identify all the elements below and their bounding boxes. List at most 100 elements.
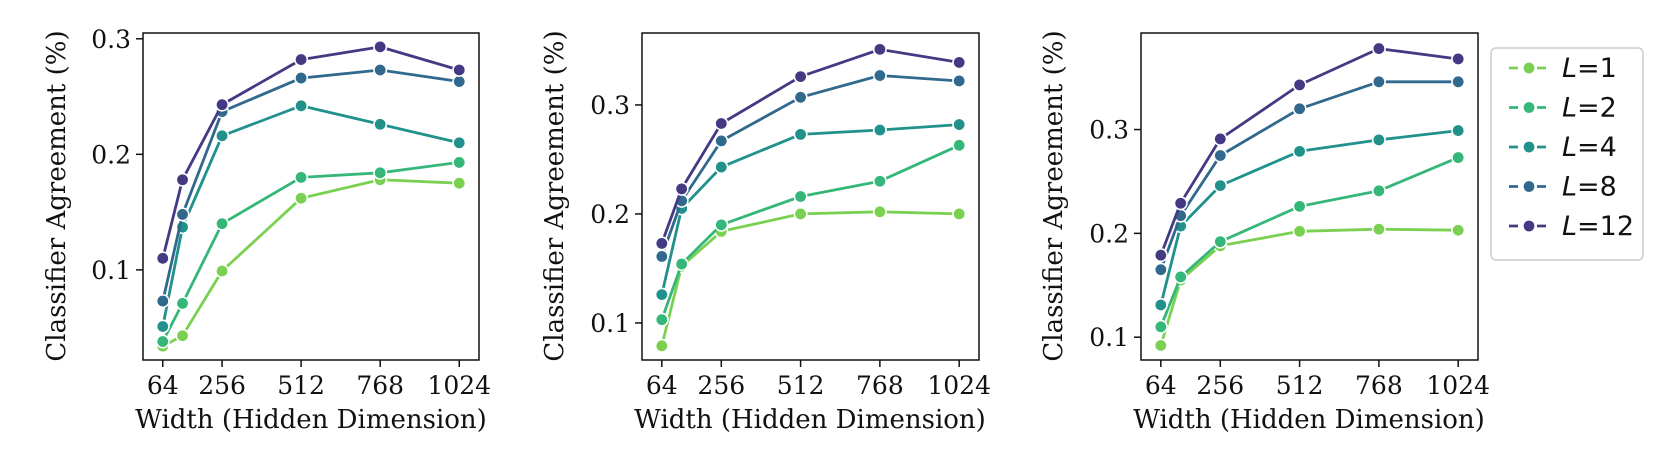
series-line xyxy=(161,45,461,260)
data-point xyxy=(654,312,669,327)
data-point xyxy=(452,155,467,170)
legend-variable: L xyxy=(1562,132,1577,163)
data-point xyxy=(1451,123,1466,138)
legend-value: =4 xyxy=(1577,132,1617,163)
legend-label: L=8 xyxy=(1562,172,1617,203)
data-point xyxy=(1173,269,1188,284)
series-line xyxy=(1159,156,1460,329)
data-point xyxy=(452,176,467,191)
plot-content-2: 64 256 512 768 1024 0.1 0.2 0.3 xyxy=(590,42,991,400)
data-point xyxy=(952,73,967,88)
series-line xyxy=(660,48,961,245)
data-point xyxy=(793,206,808,221)
data-point xyxy=(1371,222,1386,237)
y-tick-label: 0.3 xyxy=(91,25,131,54)
data-point xyxy=(952,117,967,132)
data-point xyxy=(294,191,309,206)
legend-marker xyxy=(1522,219,1537,234)
data-point xyxy=(175,207,190,222)
x-axis-label-2: Width (Hidden Dimension) xyxy=(634,405,986,435)
data-point xyxy=(1371,74,1386,89)
series-line xyxy=(161,160,461,343)
series-line xyxy=(1159,80,1460,272)
data-point xyxy=(1153,262,1168,277)
legend-marker xyxy=(1522,60,1537,75)
x-tick-label: 64 xyxy=(1145,371,1177,400)
legend-variable: L xyxy=(1562,93,1577,124)
legend-label: L=12 xyxy=(1562,211,1634,242)
legend-items: L=1L=2L=4L=8L=12 xyxy=(1509,53,1634,242)
x-tick-label: 512 xyxy=(277,371,325,400)
plot-content-1: 64 256 512 768 1024 0.1 0.2 0.3 xyxy=(91,25,491,400)
x-tick-label: 512 xyxy=(1276,371,1324,400)
data-point xyxy=(674,257,689,272)
legend-label: L=2 xyxy=(1562,93,1617,124)
data-point xyxy=(1371,41,1386,56)
y-tick-label: 0.1 xyxy=(91,256,131,285)
data-point xyxy=(215,97,230,112)
series-line xyxy=(161,178,461,348)
data-point xyxy=(155,294,170,309)
x-tick-label: 1024 xyxy=(1426,371,1490,400)
data-point xyxy=(215,264,230,279)
x-tick-label: 768 xyxy=(1355,371,1403,400)
series-line xyxy=(660,210,961,348)
legend-variable: L xyxy=(1562,53,1577,84)
legend-label: L=1 xyxy=(1562,53,1617,84)
series-line xyxy=(1159,47,1460,257)
data-point xyxy=(952,138,967,153)
x-tick-label: 1024 xyxy=(427,371,491,400)
legend: L=1L=2L=4L=8L=12 xyxy=(1490,47,1644,261)
data-point xyxy=(175,172,190,187)
data-point xyxy=(872,42,887,57)
y-tick-label: 0.3 xyxy=(1089,116,1129,145)
x-tick-label: 256 xyxy=(697,371,745,400)
x-tick-label: 64 xyxy=(646,371,678,400)
plot-area-1 xyxy=(142,32,480,361)
y-axis-label-2: Classifier Agreement (%) xyxy=(540,30,570,361)
legend-label: L=4 xyxy=(1562,132,1617,163)
data-point xyxy=(215,216,230,231)
data-point xyxy=(1292,224,1307,239)
data-point xyxy=(952,206,967,221)
series-line xyxy=(1159,227,1460,347)
y-axis-label-3: Classifier Agreement (%) xyxy=(1039,30,1069,361)
data-point xyxy=(952,55,967,70)
data-point xyxy=(654,249,669,264)
data-point xyxy=(155,251,170,266)
data-point xyxy=(373,39,388,54)
x-axis-label-3: Width (Hidden Dimension) xyxy=(1133,405,1485,435)
data-point xyxy=(714,160,729,175)
y-tick-label: 0.2 xyxy=(590,200,630,229)
chart-panel-2: Width (Hidden Dimension) Classifier Agre… xyxy=(540,30,991,435)
data-point xyxy=(1451,150,1466,165)
legend-variable: L xyxy=(1562,172,1577,203)
data-point xyxy=(1213,131,1228,146)
data-point xyxy=(1292,77,1307,92)
plot-area-2 xyxy=(641,32,980,361)
data-point xyxy=(674,181,689,196)
data-point xyxy=(1173,196,1188,211)
data-point xyxy=(654,287,669,302)
data-point xyxy=(1153,338,1168,353)
y-tick-label: 0.1 xyxy=(590,309,630,338)
x-tick-label: 768 xyxy=(856,371,904,400)
data-point xyxy=(872,204,887,219)
series-line xyxy=(660,143,961,322)
legend-marker xyxy=(1522,140,1537,155)
y-tick-label: 0.2 xyxy=(91,140,131,169)
legend-value: =2 xyxy=(1577,93,1617,124)
plot-content-3: 64 256 512 768 1024 0.1 0.2 0.3 xyxy=(1089,41,1490,400)
series-line xyxy=(161,68,461,303)
data-point xyxy=(175,296,190,311)
x-tick-label: 256 xyxy=(198,371,246,400)
data-point xyxy=(373,165,388,180)
data-point xyxy=(1153,248,1168,263)
chart-panel-1: Width (Hidden Dimension) Classifier Agre… xyxy=(42,25,491,435)
y-tick-label: 0.2 xyxy=(1089,219,1129,248)
x-axis-label-1: Width (Hidden Dimension) xyxy=(135,405,487,435)
plot-area-3 xyxy=(1140,32,1479,361)
legend-value: =1 xyxy=(1577,53,1617,84)
data-point xyxy=(1292,199,1307,214)
